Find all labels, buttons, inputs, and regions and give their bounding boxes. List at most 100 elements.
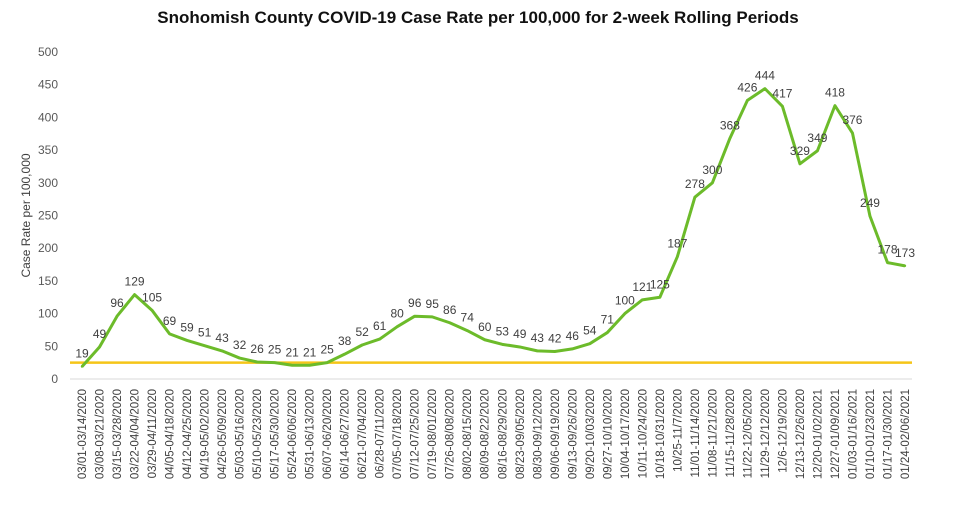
chart-title: Snohomish County COVID-19 Case Rate per … bbox=[157, 8, 799, 27]
x-tick-label: 01/10-01/23/2021 bbox=[865, 389, 877, 479]
x-tick-label: 06/21-07/04/2020 bbox=[357, 389, 369, 479]
data-point bbox=[518, 345, 521, 349]
data-point bbox=[833, 104, 837, 107]
data-label: 52 bbox=[355, 325, 369, 339]
data-point bbox=[255, 360, 259, 364]
data-label: 96 bbox=[408, 296, 422, 310]
data-point bbox=[378, 337, 381, 341]
y-tick-label: 200 bbox=[38, 241, 58, 255]
data-label: 49 bbox=[513, 327, 527, 341]
data-point bbox=[571, 347, 574, 351]
y-axis-label: Case Rate per 100,000 bbox=[19, 153, 33, 277]
x-tick-label: 10/11-10/24/2020 bbox=[637, 389, 649, 478]
data-point bbox=[80, 365, 84, 368]
data-point bbox=[536, 349, 539, 353]
x-tick-label: 03/29-04/11/2020 bbox=[147, 389, 159, 478]
data-point bbox=[290, 364, 294, 367]
data-label: 329 bbox=[790, 144, 810, 158]
data-point bbox=[448, 321, 451, 324]
x-tick-label: 12/13-12/26/2020 bbox=[795, 389, 807, 479]
y-tick-label: 350 bbox=[38, 143, 58, 157]
x-tick-label: 12/6-12/19/2020 bbox=[777, 389, 789, 473]
data-label: 100 bbox=[615, 294, 635, 308]
data-label: 21 bbox=[303, 345, 317, 359]
x-tick-label: 11/22-12/05/2020 bbox=[742, 389, 754, 478]
x-tick-label: 03/01-03/14/2020 bbox=[77, 389, 89, 479]
data-point bbox=[273, 361, 276, 364]
x-tick-label: 09/13-09/26/2020 bbox=[567, 389, 579, 479]
x-tick-label: 12/27-01/09/2021 bbox=[830, 389, 842, 479]
data-point bbox=[115, 315, 119, 318]
x-tick-label: 11/01-11/14/2020 bbox=[690, 389, 702, 477]
data-label: 46 bbox=[566, 329, 580, 343]
data-label: 349 bbox=[807, 131, 827, 145]
data-point bbox=[98, 345, 101, 349]
data-label: 54 bbox=[583, 324, 597, 338]
y-tick-label: 500 bbox=[38, 45, 58, 59]
data-point bbox=[360, 343, 364, 347]
data-point bbox=[868, 214, 872, 218]
x-tick-label: 08/16-08/29/2020 bbox=[497, 389, 509, 479]
x-tick-label: 10/04-10/17/2020 bbox=[620, 389, 632, 479]
data-point bbox=[553, 350, 556, 353]
x-tick-label: 04/26-05/09/2020 bbox=[217, 389, 229, 479]
x-tick-label: 08/30-09/12/2020 bbox=[532, 389, 544, 479]
data-point bbox=[763, 87, 767, 90]
x-tick-label: 08/23-09/05/2020 bbox=[515, 389, 527, 479]
x-tick-label: 01/03-01/16/2021 bbox=[847, 389, 859, 479]
data-label: 173 bbox=[895, 246, 915, 260]
data-point bbox=[168, 332, 171, 336]
x-tick-label: 05/03-05/16/2020 bbox=[235, 389, 247, 479]
data-label: 80 bbox=[391, 307, 405, 321]
data-label: 129 bbox=[125, 275, 145, 289]
data-label: 38 bbox=[338, 334, 352, 348]
x-tick-label: 04/05-04/18/2020 bbox=[165, 389, 177, 479]
y-tick-label: 50 bbox=[45, 339, 59, 353]
data-label: 21 bbox=[285, 345, 299, 359]
data-label: 51 bbox=[198, 326, 212, 340]
data-label: 61 bbox=[373, 319, 387, 333]
data-point bbox=[816, 149, 819, 152]
x-tick-label: 07/05-07/18/2020 bbox=[392, 389, 404, 479]
data-label: 121 bbox=[632, 280, 652, 294]
data-label: 71 bbox=[601, 313, 615, 327]
data-point bbox=[658, 296, 662, 299]
data-label: 368 bbox=[720, 118, 740, 132]
data-label: 278 bbox=[685, 177, 705, 191]
data-point bbox=[588, 342, 592, 345]
data-label: 417 bbox=[772, 86, 792, 100]
y-tick-label: 250 bbox=[38, 209, 58, 223]
data-point bbox=[746, 99, 749, 102]
data-label: 125 bbox=[650, 277, 670, 291]
data-label: 426 bbox=[737, 80, 757, 94]
data-point bbox=[903, 264, 907, 268]
x-tick-label: 11/08-11/21/2020 bbox=[707, 389, 719, 477]
y-tick-label: 0 bbox=[51, 372, 58, 386]
data-label: 25 bbox=[268, 343, 282, 357]
data-point bbox=[185, 339, 189, 342]
data-label: 53 bbox=[496, 324, 510, 338]
data-point bbox=[308, 364, 311, 367]
x-tick-label: 05/24-06/06/2020 bbox=[287, 389, 299, 479]
data-label: 444 bbox=[755, 69, 775, 83]
x-tick-label: 07/12-07/25/2020 bbox=[410, 389, 422, 479]
data-label: 187 bbox=[667, 237, 687, 251]
series-line bbox=[80, 87, 906, 368]
x-tick-label: 05/17-05/30/2020 bbox=[270, 389, 282, 479]
data-label: 59 bbox=[180, 320, 194, 334]
data-label: 49 bbox=[93, 327, 107, 341]
x-tick-label: 05/10-05/23/2020 bbox=[252, 389, 264, 479]
x-tick-label: 09/20-10/03/2020 bbox=[585, 389, 597, 479]
y-tick-label: 400 bbox=[38, 110, 58, 124]
data-point bbox=[728, 137, 732, 140]
data-point bbox=[851, 131, 854, 135]
x-tick-label: 06/07-06/20/2020 bbox=[322, 389, 334, 479]
data-point bbox=[641, 298, 644, 302]
x-tick-label: 10/25-11/7/2020 bbox=[672, 389, 684, 472]
data-point bbox=[325, 361, 329, 364]
x-tick-label: 08/09-08/22/2020 bbox=[480, 389, 492, 479]
data-point bbox=[676, 255, 679, 258]
data-point bbox=[395, 325, 399, 328]
x-tick-label: 07/26-08/08/2020 bbox=[445, 389, 457, 479]
